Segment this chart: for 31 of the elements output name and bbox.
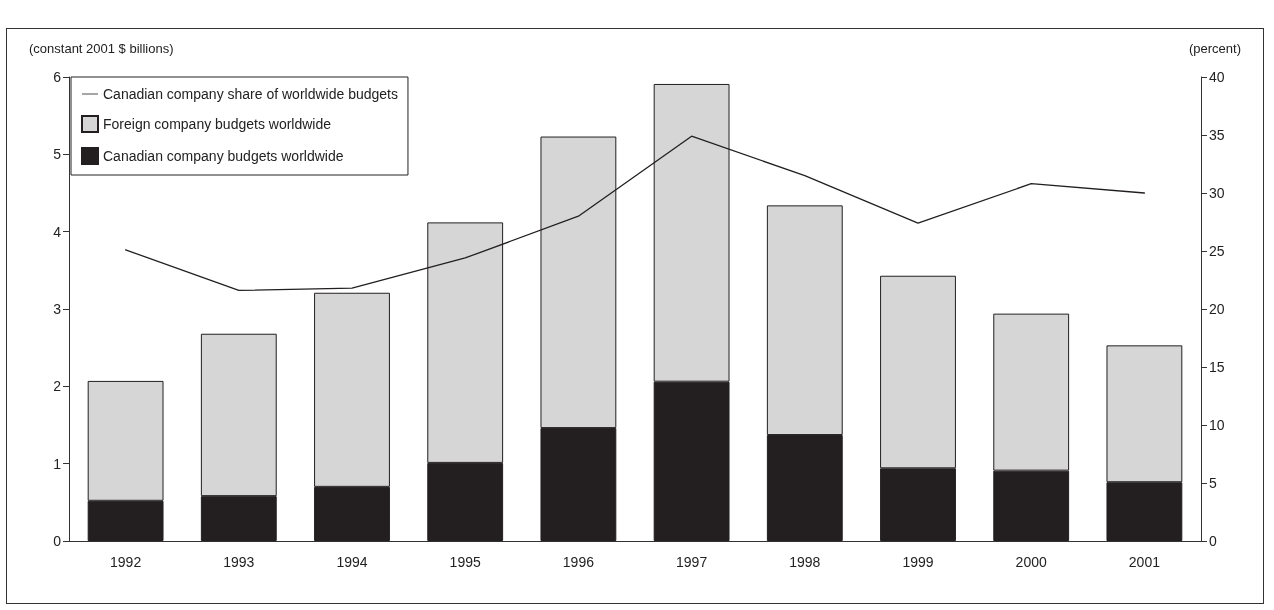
x-tick-label: 2000 bbox=[1015, 554, 1047, 570]
x-tick-label: 2001 bbox=[1128, 554, 1161, 570]
x-tick-label: 1996 bbox=[562, 554, 595, 570]
y-axis-title: (constant 2001 $ billions) bbox=[29, 41, 174, 56]
x-tick-label: 1995 bbox=[449, 554, 481, 570]
x-tick-label: 1997 bbox=[676, 554, 708, 570]
y-tick-label: 5 bbox=[53, 146, 62, 163]
y2-tick-label: 40 bbox=[1209, 69, 1225, 85]
y2-tick-label: 10 bbox=[1209, 417, 1225, 433]
y2-tick-label: 20 bbox=[1209, 301, 1225, 317]
x-tick-label: 1994 bbox=[336, 554, 368, 570]
y2-tick-label: 0 bbox=[1209, 533, 1217, 549]
y2-axis-title: (percent) bbox=[1188, 41, 1241, 56]
x-tick-label: 1993 bbox=[223, 554, 255, 570]
legend-label: Foreign company budgets worldwide bbox=[103, 116, 332, 132]
y2-tick-label: 5 bbox=[1209, 475, 1217, 491]
y-tick-label: 6 bbox=[53, 69, 62, 85]
y2-tick-label: 15 bbox=[1209, 359, 1225, 375]
y-tick-label: 1 bbox=[53, 455, 62, 472]
x-tick-label: 1998 bbox=[789, 554, 821, 570]
legend-label: Canadian company share of worldwide budgets bbox=[103, 86, 398, 102]
y-tick-label: 4 bbox=[53, 223, 62, 240]
x-tick-label: 1999 bbox=[902, 554, 934, 570]
x-tick-label: 1992 bbox=[110, 554, 142, 570]
legend-label: Canadian company budgets worldwide bbox=[103, 148, 344, 164]
y-tick-label: 2 bbox=[53, 378, 62, 395]
y2-tick-label: 25 bbox=[1209, 243, 1225, 259]
y-tick-label: 3 bbox=[53, 301, 62, 317]
y-tick-label: 0 bbox=[53, 533, 62, 549]
y2-tick-label: 35 bbox=[1209, 127, 1225, 143]
y2-tick-label: 30 bbox=[1209, 185, 1225, 201]
